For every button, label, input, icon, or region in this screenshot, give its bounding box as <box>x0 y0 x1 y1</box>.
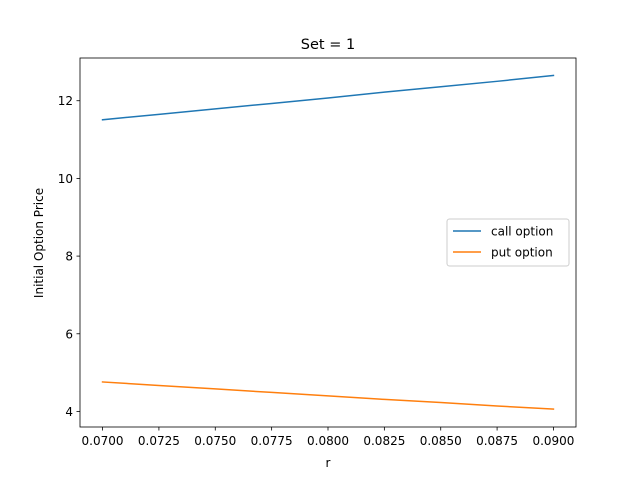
x-tick-label: 0.0750 <box>194 434 236 448</box>
x-tick-label: 0.0825 <box>363 434 405 448</box>
x-tick-label: 0.0800 <box>307 434 349 448</box>
series-line-call-option <box>101 74 555 121</box>
x-tick-label: 0.0875 <box>476 434 518 448</box>
series-line-put-option <box>101 381 555 410</box>
y-tick-label: 12 <box>58 94 73 108</box>
x-axis: 0.0700 0.0725 0.0750 0.0775 0.0800 0.0825 0.08… <box>82 427 574 448</box>
x-tick-label: 0.0725 <box>138 434 180 448</box>
chart-title: Set = 1 <box>301 37 355 53</box>
x-tick-label: 0.0700 <box>82 434 124 448</box>
legend-label-call-option: call option <box>491 225 553 239</box>
legend-label-put-option: put option <box>491 246 553 260</box>
y-tick-label: 10 <box>58 172 73 186</box>
series-layer <box>101 74 555 410</box>
x-axis-label: r <box>326 456 331 470</box>
x-tick-label: 0.0900 <box>532 434 574 448</box>
x-tick-label: 0.0850 <box>420 434 462 448</box>
x-tick-label: 0.0775 <box>251 434 293 448</box>
y-tick-label: 6 <box>65 327 73 341</box>
y-axis: 4 6 8 10 12 <box>58 94 80 419</box>
y-axis-label: Initial Option Price <box>32 188 46 298</box>
y-tick-label: 8 <box>65 250 73 264</box>
legend: call option put option <box>446 218 570 267</box>
y-tick-label: 4 <box>65 405 73 419</box>
